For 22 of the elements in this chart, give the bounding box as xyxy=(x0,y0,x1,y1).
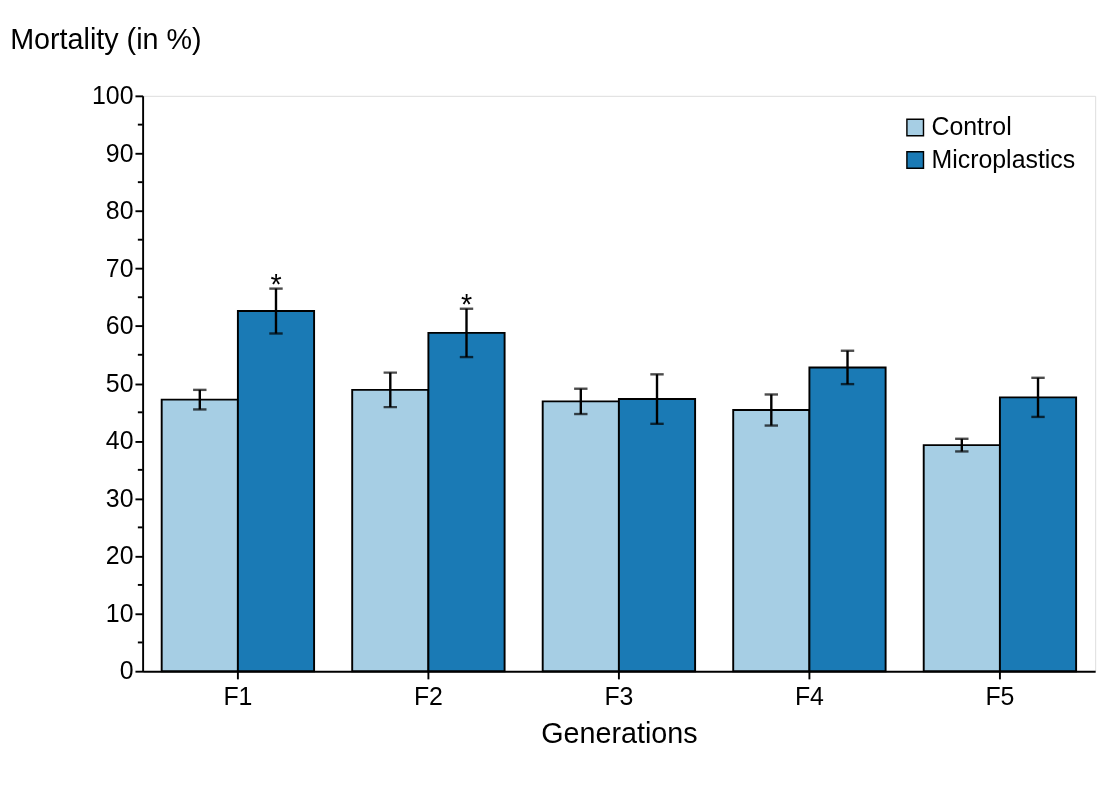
x-tick-label: F1 xyxy=(223,682,253,711)
legend-label: Control xyxy=(931,112,1012,141)
y-tick-label: 40 xyxy=(105,426,134,455)
y-tick-label: 70 xyxy=(105,253,134,282)
x-tick-label: F2 xyxy=(413,682,443,711)
y-axis-title: Mortality (in %) xyxy=(10,22,202,55)
y-tick-label: 80 xyxy=(105,196,134,225)
y-tick-label: 90 xyxy=(105,138,134,167)
legend-label: Microplastics xyxy=(931,144,1076,173)
x-tick-label: F4 xyxy=(794,682,825,711)
y-tick-label: 10 xyxy=(105,598,134,627)
x-tick-label: F3 xyxy=(604,682,634,711)
x-tick-label: F5 xyxy=(985,682,1015,711)
y-tick-label: 0 xyxy=(119,656,134,685)
y-tick-label: 30 xyxy=(105,483,134,512)
y-tick-label: 100 xyxy=(92,81,134,110)
y-tick-label: 50 xyxy=(105,368,134,397)
x-axis-title: Generations xyxy=(541,716,698,749)
y-tick-label: 60 xyxy=(105,311,134,340)
annotation: * xyxy=(270,268,282,301)
annotation: * xyxy=(460,288,473,321)
y-tick-label: 20 xyxy=(105,541,134,570)
